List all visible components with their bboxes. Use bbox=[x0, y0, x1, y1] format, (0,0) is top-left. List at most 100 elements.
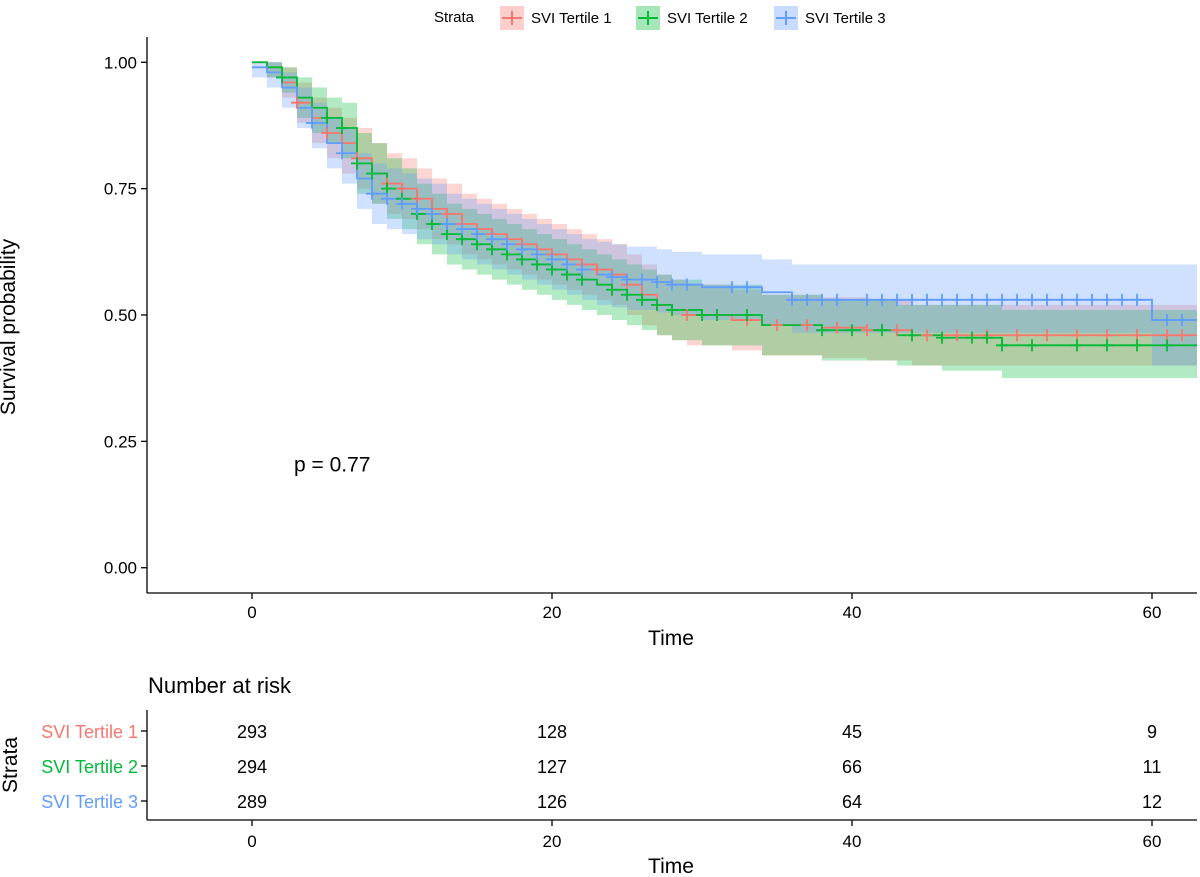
censor-mark-svi-tertile-2 bbox=[546, 263, 558, 276]
censor-mark-svi-tertile-2 bbox=[1071, 339, 1083, 352]
risk-row-label: SVI Tertile 1 bbox=[41, 722, 138, 742]
censor-mark-svi-tertile-2 bbox=[456, 233, 468, 246]
censor-mark-svi-tertile-3 bbox=[336, 147, 348, 160]
risk-count: 11 bbox=[1143, 757, 1162, 777]
censor-mark-svi-tertile-3 bbox=[426, 207, 438, 220]
censor-mark-svi-tertile-1 bbox=[291, 96, 303, 109]
censor-mark-svi-tertile-2 bbox=[366, 167, 378, 180]
legend-item-svi-tertile-3: SVI Tertile 3 bbox=[774, 6, 886, 30]
legend-label: SVI Tertile 1 bbox=[531, 10, 612, 27]
censor-mark-svi-tertile-3 bbox=[1041, 293, 1053, 306]
censor-mark-svi-tertile-1 bbox=[891, 324, 903, 337]
risk-x-tick-label: 0 bbox=[247, 832, 256, 851]
censor-mark-svi-tertile-2 bbox=[381, 182, 393, 195]
risk-row-label: SVI Tertile 2 bbox=[41, 757, 138, 777]
censor-mark-svi-tertile-1 bbox=[831, 321, 843, 334]
survival-plot: 0.00 0.25 0.50 0.75 1.00 0 20 40 60 Survival pr… bbox=[0, 37, 1197, 650]
censor-mark-svi-tertile-1 bbox=[1161, 329, 1173, 342]
censor-mark-svi-tertile-2 bbox=[966, 331, 978, 344]
risk-count: 9 bbox=[1147, 722, 1157, 742]
risk-count: 293 bbox=[237, 722, 267, 742]
risk-count: 45 bbox=[842, 722, 862, 742]
legend-item-svi-tertile-2: SVI Tertile 2 bbox=[636, 6, 748, 30]
censor-mark-svi-tertile-2 bbox=[741, 309, 753, 321]
censor-mark-svi-tertile-3 bbox=[501, 238, 513, 251]
legend-label: SVI Tertile 2 bbox=[667, 10, 748, 27]
censor-mark-svi-tertile-2 bbox=[846, 324, 858, 337]
censor-mark-svi-tertile-1 bbox=[591, 263, 603, 276]
censor-mark-svi-tertile-3 bbox=[936, 293, 948, 306]
censor-mark-svi-tertile-2 bbox=[1131, 339, 1143, 352]
censor-mark-svi-tertile-3 bbox=[636, 273, 648, 286]
censor-mark-svi-tertile-3 bbox=[651, 276, 663, 289]
censor-mark-svi-tertile-2 bbox=[336, 121, 348, 134]
censor-mark-svi-tertile-3 bbox=[546, 253, 558, 266]
x-tick-label: 40 bbox=[843, 603, 862, 622]
risk-count: 127 bbox=[537, 757, 567, 777]
y-tick-label: 0.75 bbox=[104, 180, 137, 199]
censor-mark-svi-tertile-3 bbox=[861, 293, 873, 306]
censor-mark-svi-tertile-3 bbox=[411, 202, 423, 215]
censor-mark-svi-tertile-1 bbox=[1071, 329, 1083, 342]
censor-mark-svi-tertile-3 bbox=[1026, 293, 1038, 306]
censor-mark-svi-tertile-1 bbox=[921, 329, 933, 342]
censor-mark-svi-tertile-3 bbox=[471, 228, 483, 241]
legend-item-svi-tertile-1: SVI Tertile 1 bbox=[500, 6, 612, 30]
censor-mark-svi-tertile-2 bbox=[696, 309, 708, 321]
risk-x-tick-label: 40 bbox=[843, 832, 862, 851]
censor-mark-svi-tertile-3 bbox=[306, 116, 318, 129]
censor-mark-svi-tertile-2 bbox=[666, 303, 678, 316]
legend-title: Strata bbox=[434, 9, 475, 26]
x-tick-label: 20 bbox=[543, 603, 562, 622]
risk-count: 126 bbox=[537, 792, 567, 812]
censor-mark-svi-tertile-3 bbox=[996, 293, 1008, 306]
censor-mark-svi-tertile-1 bbox=[951, 329, 963, 342]
censor-mark-svi-tertile-1 bbox=[441, 207, 453, 220]
risk-count: 12 bbox=[1142, 792, 1162, 812]
censor-mark-svi-tertile-2 bbox=[576, 273, 588, 286]
censor-mark-svi-tertile-3 bbox=[726, 281, 738, 294]
censor-mark-svi-tertile-3 bbox=[801, 293, 813, 306]
censor-mark-svi-tertile-3 bbox=[396, 197, 408, 210]
censor-mark-svi-tertile-2 bbox=[936, 331, 948, 344]
y-tick-label: 1.00 bbox=[104, 53, 137, 72]
censor-mark-svi-tertile-1 bbox=[1176, 329, 1188, 342]
risk-x-tick-label: 60 bbox=[1143, 832, 1162, 851]
censor-mark-svi-tertile-3 bbox=[561, 258, 573, 271]
censor-mark-svi-tertile-3 bbox=[786, 293, 798, 306]
censor-mark-svi-tertile-2 bbox=[1101, 339, 1113, 352]
risk-table-title: Number at risk bbox=[148, 673, 292, 698]
legend: Strata SVI Tertile 1 SVI Tertile 2 SVI Ter… bbox=[434, 6, 886, 30]
censor-mark-svi-tertile-3 bbox=[1056, 293, 1068, 306]
p-value-annotation: p = 0.77 bbox=[294, 454, 370, 477]
censor-mark-svi-tertile-3 bbox=[666, 278, 678, 291]
risk-row-svi-tertile-3: SVI Tertile 3 289 126 64 12 bbox=[41, 792, 1162, 812]
censor-mark-svi-tertile-3 bbox=[576, 263, 588, 276]
censor-mark-svi-tertile-3 bbox=[486, 233, 498, 246]
censor-mark-svi-tertile-3 bbox=[891, 293, 903, 306]
risk-count: 66 bbox=[842, 757, 862, 777]
censor-mark-svi-tertile-3 bbox=[741, 281, 753, 294]
censor-mark-svi-tertile-2 bbox=[1026, 339, 1038, 352]
y-tick-label: 0.25 bbox=[104, 432, 137, 451]
censor-mark-svi-tertile-3 bbox=[951, 293, 963, 306]
censor-mark-svi-tertile-1 bbox=[1131, 329, 1143, 342]
censor-mark-svi-tertile-1 bbox=[681, 309, 693, 321]
censor-mark-svi-tertile-3 bbox=[831, 293, 843, 306]
censor-mark-svi-tertile-1 bbox=[1041, 329, 1053, 342]
censor-mark-svi-tertile-2 bbox=[651, 298, 663, 311]
censor-mark-svi-tertile-3 bbox=[1161, 314, 1173, 327]
censor-mark-svi-tertile-3 bbox=[441, 218, 453, 231]
censor-mark-svi-tertile-2 bbox=[426, 218, 438, 231]
censor-mark-svi-tertile-2 bbox=[606, 283, 618, 296]
censor-mark-svi-tertile-2 bbox=[816, 324, 828, 337]
legend-label: SVI Tertile 3 bbox=[805, 10, 886, 27]
censor-mark-svi-tertile-3 bbox=[921, 293, 933, 306]
censor-mark-svi-tertile-3 bbox=[516, 243, 528, 256]
censor-mark-svi-tertile-3 bbox=[381, 192, 393, 205]
censor-mark-svi-tertile-2 bbox=[501, 248, 513, 261]
censor-mark-svi-tertile-3 bbox=[621, 273, 633, 286]
censor-mark-svi-tertile-2 bbox=[516, 253, 528, 266]
censor-mark-svi-tertile-2 bbox=[906, 329, 918, 342]
censor-mark-svi-tertile-3 bbox=[681, 278, 693, 291]
